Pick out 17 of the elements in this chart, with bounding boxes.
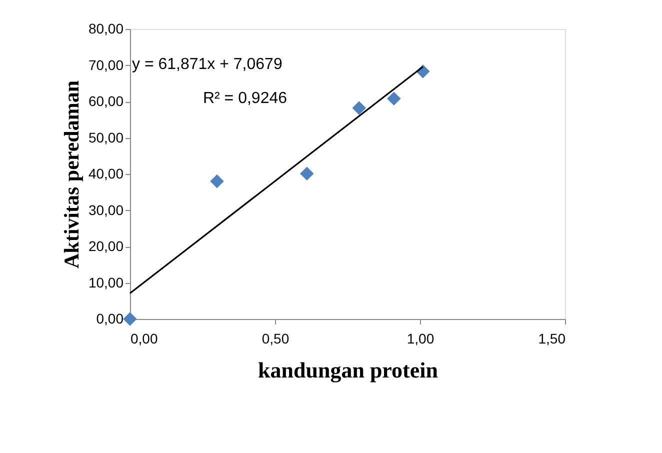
- y-tick-label: 10,00: [88, 274, 124, 290]
- x-tick-label: 0,50: [262, 330, 290, 346]
- y-tick-label: 80,00: [88, 20, 124, 36]
- annotation: y = 61,871x + 7,0679: [132, 56, 282, 73]
- y-tick-label: 50,00: [88, 129, 124, 146]
- y-tick-label: 0,00: [96, 310, 124, 326]
- x-tick-label: 1,00: [406, 330, 434, 346]
- x-tick-label: 1,50: [538, 330, 566, 346]
- y-tick-label: 20,00: [88, 238, 124, 254]
- x-axis-title: kandungan protein: [258, 358, 438, 382]
- annotation: R² = 0,9246: [202, 90, 288, 107]
- y-tick-label: 30,00: [88, 202, 124, 218]
- x-tick-label: 0,00: [130, 330, 158, 346]
- y-tick-label: 70,00: [88, 56, 124, 73]
- y-tick-label: 60,00: [88, 93, 124, 109]
- y-tick-label: 40,00: [88, 166, 124, 182]
- y-axis-title: Aktivitas peredaman: [59, 80, 84, 269]
